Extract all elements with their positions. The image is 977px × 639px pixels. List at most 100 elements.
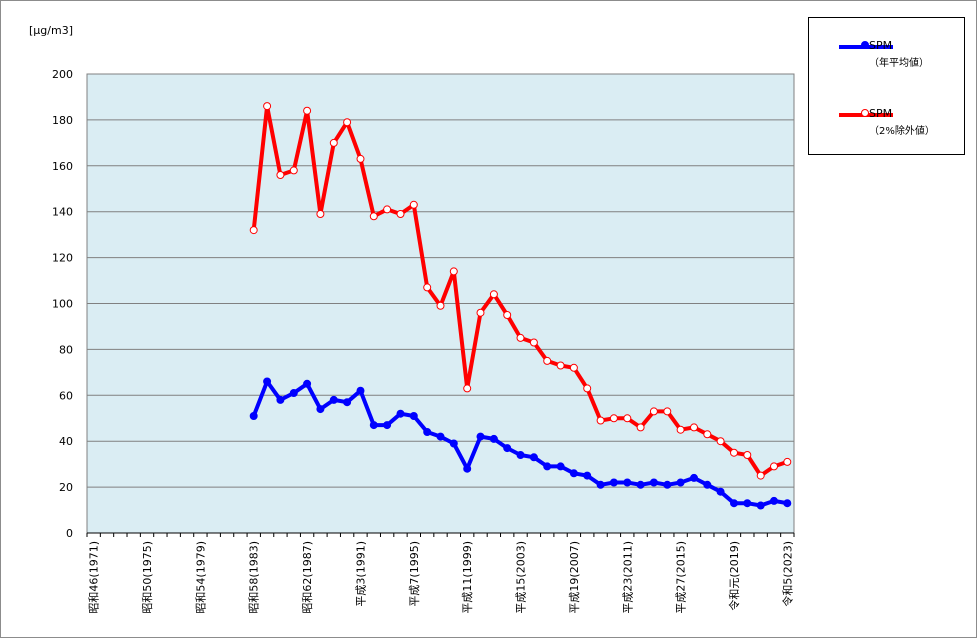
- x-tick-label: 昭和62(1987): [301, 541, 314, 614]
- data-point: [583, 471, 592, 480]
- x-tick-label: 平成11(1999): [461, 541, 474, 614]
- y-tick-label: 180: [52, 114, 73, 127]
- y-tick-label: 100: [52, 298, 73, 311]
- data-point: [316, 405, 325, 414]
- data-point: [649, 478, 658, 487]
- x-tick-label: 平成15(2003): [515, 541, 528, 614]
- y-tick-label: 160: [52, 160, 73, 173]
- x-tick-label: 平成19(2007): [568, 541, 581, 614]
- data-point: [770, 496, 778, 505]
- data-point: [596, 480, 605, 489]
- data-point: [423, 428, 432, 436]
- data-point: [316, 210, 325, 218]
- data-point: [369, 212, 378, 221]
- data-point: [543, 356, 552, 365]
- data-point: [783, 457, 792, 466]
- y-tick-label: 20: [59, 481, 73, 494]
- data-point: [543, 462, 552, 471]
- data-point: [756, 471, 765, 480]
- data-point: [263, 102, 272, 111]
- data-point: [743, 499, 752, 508]
- y-tick-label: 140: [52, 206, 73, 219]
- data-point: [276, 395, 285, 404]
- data-point: [329, 138, 338, 147]
- x-tick-label: 昭和58(1983): [248, 541, 261, 614]
- legend-marker-hollow: [861, 109, 869, 117]
- data-point: [783, 499, 792, 508]
- data-point: [356, 386, 365, 395]
- data-point: [409, 412, 418, 420]
- y-axis-unit: [μg/m3]: [29, 24, 73, 37]
- data-point: [636, 480, 645, 489]
- data-point: [663, 407, 672, 416]
- data-point: [690, 423, 698, 432]
- data-point: [249, 226, 258, 235]
- legend-label: SPM: [869, 39, 893, 52]
- data-point: [396, 409, 405, 418]
- x-tick-label: 平成7(1995): [408, 541, 421, 607]
- data-point: [569, 363, 578, 372]
- data-point: [556, 462, 565, 471]
- data-point: [249, 412, 258, 420]
- data-point: [676, 478, 685, 487]
- data-point: [303, 379, 312, 388]
- y-tick-label: 60: [59, 389, 73, 402]
- data-point: [716, 487, 725, 496]
- data-point: [583, 384, 592, 393]
- data-point: [569, 469, 578, 478]
- data-point: [356, 154, 365, 163]
- x-tick-label: 昭和50(1975): [141, 541, 154, 614]
- data-point: [489, 290, 498, 299]
- data-point: [449, 267, 458, 276]
- data-point: [463, 464, 472, 473]
- data-point: [609, 414, 618, 423]
- data-point: [369, 421, 378, 430]
- data-point: [503, 311, 512, 319]
- data-point: [476, 432, 485, 441]
- data-point: [289, 166, 298, 175]
- data-point: [690, 473, 698, 482]
- y-tick-label: 120: [52, 252, 73, 265]
- legend: SPM （年平均値） SPM （2%除外値）: [808, 17, 965, 155]
- data-point: [756, 501, 765, 510]
- y-tick-label: 200: [52, 68, 73, 81]
- data-point: [463, 384, 472, 393]
- x-tick-label: 昭和54(1979): [194, 541, 207, 614]
- data-point: [449, 439, 458, 448]
- x-tick-label: 令和5(2023): [780, 541, 794, 607]
- data-point: [770, 462, 778, 471]
- data-point: [423, 283, 432, 292]
- legend-label: SPM: [869, 107, 893, 120]
- data-point: [489, 434, 498, 443]
- data-point: [649, 407, 658, 416]
- data-point: [609, 478, 618, 487]
- y-tick-label: 80: [59, 343, 73, 356]
- data-point: [703, 480, 712, 489]
- data-point: [343, 118, 352, 127]
- data-point: [329, 395, 338, 404]
- y-tick-label: 40: [59, 435, 73, 448]
- data-point: [503, 444, 512, 453]
- data-point: [343, 398, 352, 407]
- data-point: [623, 414, 632, 423]
- data-point: [303, 106, 312, 115]
- legend-marker-filled: [861, 41, 869, 49]
- data-point: [436, 301, 445, 310]
- data-point: [516, 333, 525, 342]
- data-point: [663, 480, 672, 489]
- data-point: [623, 478, 632, 487]
- data-point: [263, 377, 272, 386]
- y-tick-label: 0: [66, 527, 73, 540]
- data-point: [716, 437, 725, 446]
- data-point: [596, 416, 605, 425]
- data-point: [556, 361, 565, 370]
- data-point: [476, 308, 485, 317]
- data-point: [529, 338, 538, 347]
- data-point: [289, 389, 298, 397]
- data-point: [409, 200, 418, 209]
- data-point: [529, 453, 538, 462]
- x-tick-label: 平成3(1991): [354, 541, 367, 607]
- legend-sublabel: （2%除外値）: [869, 126, 935, 137]
